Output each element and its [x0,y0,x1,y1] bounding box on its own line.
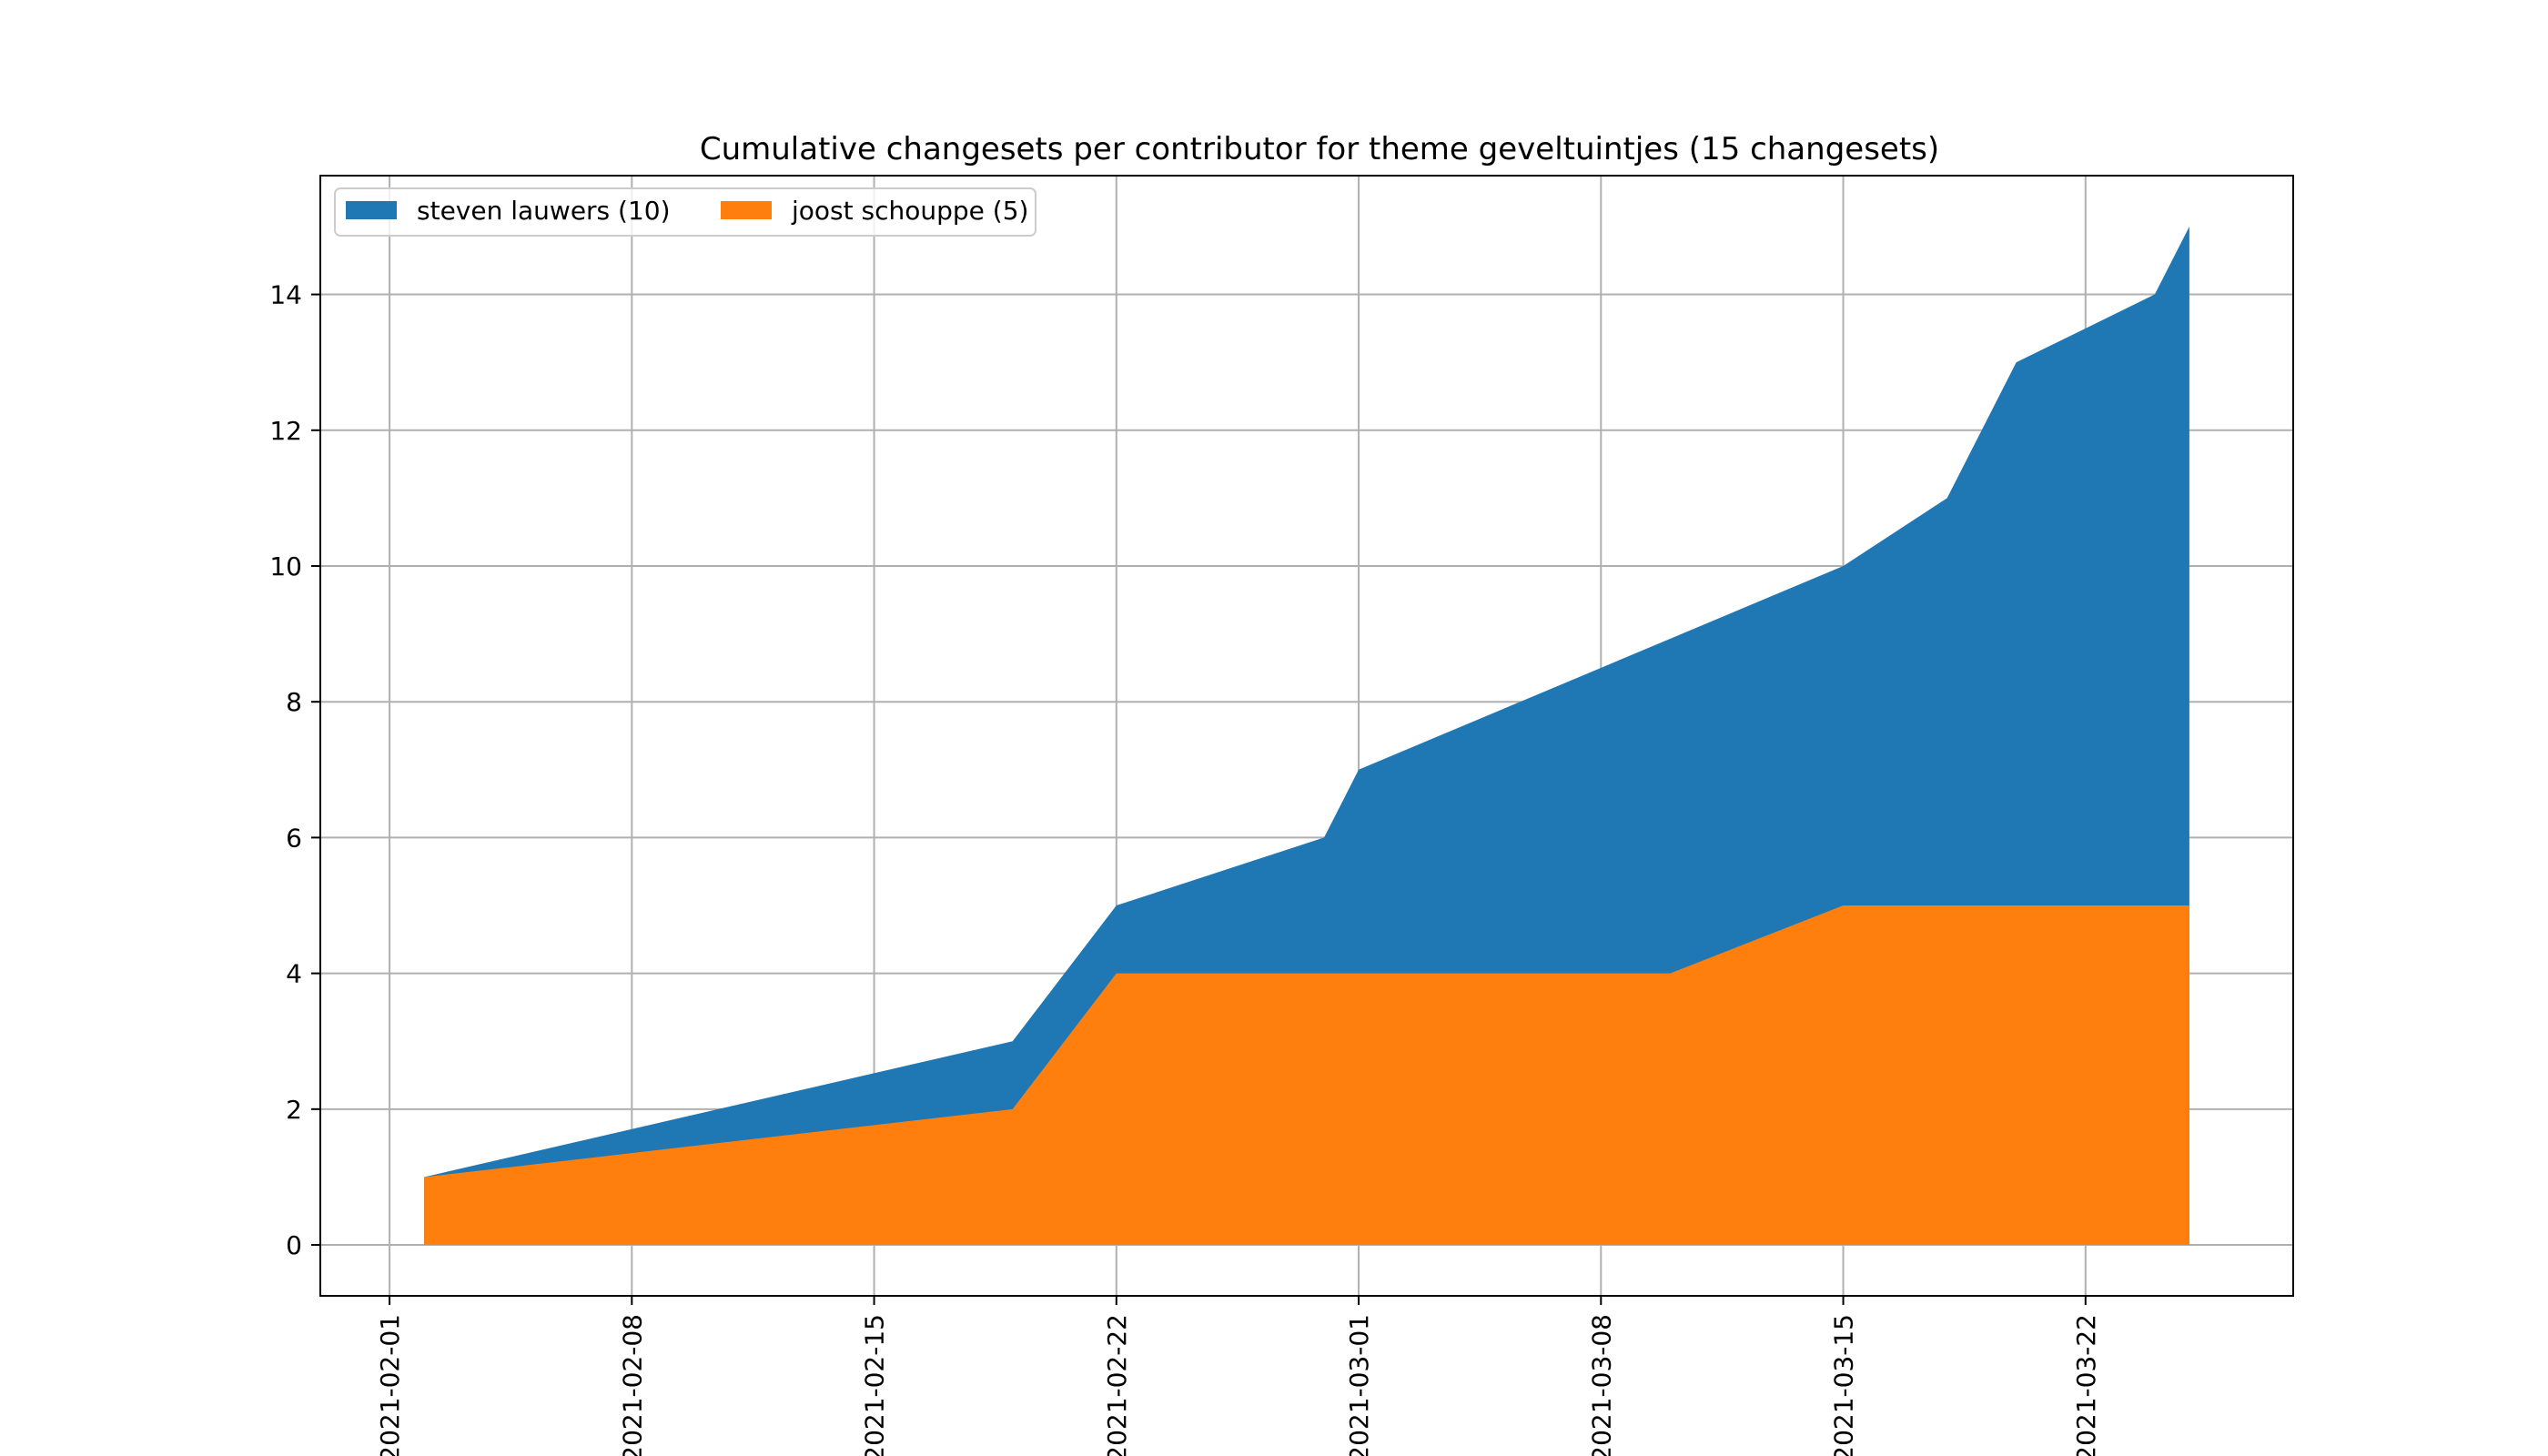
legend-label: joost schouppe (5) [791,196,1028,226]
plot-frame [319,175,2294,1297]
x-tick-label: 2021-02-01 [375,1314,405,1456]
chart-title: Cumulative changesets per contributor fo… [700,131,1939,167]
plot-areas [424,226,2189,1246]
x-tick-label: 2021-03-22 [2071,1314,2101,1456]
legend-box [334,187,1036,237]
y-tick-label: 6 [286,823,302,853]
x-tick-label: 2021-03-15 [1829,1314,1859,1456]
legend-swatch [346,201,397,219]
x-tick-label: 2021-03-08 [1586,1314,1616,1456]
y-tick-label: 12 [269,416,302,446]
area-joost-schouppe-5 [424,905,2189,1246]
axes: 0 2 4 6 8 10 12 14 2021-02-01 2021-02-08 2021-02-1… [269,280,2100,1456]
legend-swatch [721,201,772,219]
x-tick-label: 2021-02-22 [1102,1314,1132,1456]
y-tick-label: 4 [286,959,302,989]
y-tick-label: 0 [286,1230,302,1260]
y-tick-label: 14 [269,280,302,310]
y-tick-label: 8 [286,687,302,717]
legend-label: steven lauwers (10) [417,196,671,226]
x-tick-label: 2021-02-08 [617,1314,647,1456]
y-tick-label: 10 [269,551,302,581]
y-tick-label: 2 [286,1095,302,1125]
x-tick-label: 2021-03-01 [1344,1314,1374,1456]
x-tick-label: 2021-02-15 [860,1314,890,1456]
legend: steven lauwers (10) joost schouppe (5) [334,187,1036,237]
